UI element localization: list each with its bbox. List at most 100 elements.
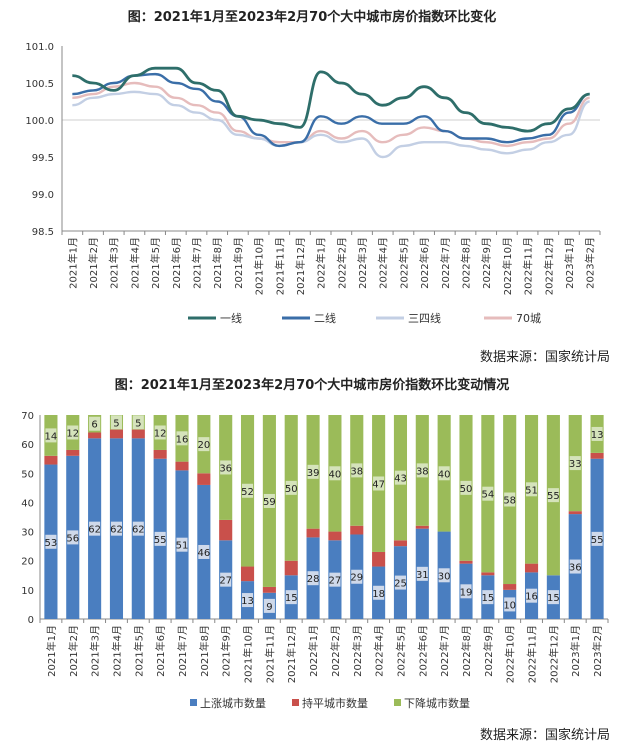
y-tick-label: 100.0 [25, 116, 54, 127]
data-label-bg [482, 486, 494, 501]
y-tick-label: 10 [21, 586, 34, 597]
data-label: 51 [525, 485, 538, 496]
bar-segment-持平城市数量 [109, 429, 124, 439]
x-tick-label: 2021年12月 [294, 237, 307, 295]
x-tick-label: 2021年9月 [232, 237, 245, 289]
data-label-bg [67, 425, 79, 440]
data-label: 13 [241, 596, 254, 607]
data-label-bg [241, 483, 254, 498]
data-label-bg [460, 584, 472, 599]
data-label: 12 [66, 428, 79, 439]
data-label-bg [394, 575, 407, 590]
x-tick-label: 2023年1月 [563, 237, 576, 289]
legend-label: 下降城市数量 [404, 696, 470, 710]
data-label-bg [547, 590, 559, 605]
data-label: 62 [132, 525, 145, 536]
data-label: 50 [285, 484, 298, 495]
x-tick-label: 2021年1月 [66, 237, 79, 289]
x-tick-label: 2021年1月 [45, 625, 58, 677]
x-tick-label: 2021年11月 [273, 237, 286, 295]
data-label: 15 [285, 593, 298, 604]
x-tick-label: 2022年3月 [356, 237, 369, 289]
x-tick-label: 2021年6月 [170, 237, 183, 289]
x-tick-label: 2022年4月 [373, 625, 386, 677]
bar-chart-source: 数据来源：国家统计局 [479, 728, 610, 743]
x-tick-label: 2021年5月 [149, 237, 162, 289]
data-label-bg [67, 530, 79, 545]
x-tick-label: 2022年8月 [460, 625, 473, 677]
data-label: 56 [66, 533, 79, 544]
data-label-bg [569, 456, 581, 471]
data-label: 25 [394, 579, 407, 590]
data-label: 29 [350, 573, 363, 584]
data-label: 50 [460, 484, 473, 495]
data-label: 27 [219, 576, 232, 587]
data-label: 36 [219, 463, 232, 474]
data-label-bg [591, 426, 603, 441]
x-tick-label: 2021年2月 [87, 237, 100, 289]
y-tick-label: 0 [28, 615, 34, 626]
data-label: 18 [372, 589, 385, 600]
x-tick-label: 2021年4月 [110, 625, 123, 677]
x-tick-label: 2022年8月 [460, 237, 473, 289]
series-line-三四线 [72, 90, 591, 159]
data-label-bg [110, 521, 123, 536]
y-tick-label: 20 [21, 557, 34, 568]
bar-segment-持平城市数量 [568, 511, 582, 515]
legend-swatch [292, 699, 299, 706]
data-label-bg [176, 431, 188, 446]
data-label: 54 [481, 490, 494, 501]
data-label-bg [394, 470, 407, 485]
bar-segment-持平城市数量 [306, 528, 320, 538]
data-label: 14 [45, 431, 58, 442]
y-tick-label: 50 [21, 469, 34, 480]
x-tick-label: 2022年6月 [416, 625, 429, 677]
x-tick-label: 2022年2月 [329, 625, 342, 677]
x-tick-label: 2021年10月 [253, 237, 266, 295]
data-label-bg [438, 568, 450, 583]
y-tick-label: 60 [21, 440, 34, 451]
series-line-70城 [72, 81, 590, 148]
data-label: 16 [525, 592, 538, 603]
x-tick-label: 2021年9月 [220, 625, 233, 677]
legend-label: 上涨城市数量 [200, 696, 266, 710]
data-label: 40 [438, 469, 451, 480]
data-label-bg [285, 590, 297, 605]
bar-segment-持平城市数量 [66, 449, 80, 456]
data-label: 52 [241, 487, 254, 498]
x-tick-label: 2022年5月 [394, 625, 407, 677]
data-label: 33 [569, 459, 582, 470]
data-label-bg [329, 572, 341, 587]
data-label: 19 [460, 587, 473, 598]
bar-segment-持平城市数量 [503, 584, 517, 590]
bar-segment-持平城市数量 [393, 540, 408, 547]
data-label: 10 [503, 600, 516, 611]
data-label-bg [198, 437, 210, 452]
x-tick-label: 2022年2月 [335, 237, 348, 289]
data-label: 16 [176, 434, 189, 445]
data-label-bg [45, 428, 57, 443]
legend-label: 持平城市数量 [302, 696, 368, 710]
data-label-bg [416, 463, 428, 478]
x-tick-label: 2022年7月 [439, 237, 452, 289]
data-label: 47 [372, 479, 385, 490]
data-label-bg [45, 534, 57, 549]
data-label: 15 [481, 593, 494, 604]
y-tick-label: 70 [21, 411, 34, 422]
line-chart-source: 数据来源：国家统计局 [479, 350, 610, 365]
data-label-bg [460, 480, 472, 495]
data-label-bg [89, 521, 101, 536]
data-label-bg [154, 425, 166, 440]
legend-label: 一线 [220, 311, 242, 325]
data-label-bg [504, 597, 516, 612]
x-tick-label: 2023年1月 [569, 625, 582, 677]
data-label: 51 [176, 541, 189, 552]
data-label-bg [373, 585, 385, 600]
data-label-bg [132, 415, 144, 430]
data-label: 40 [329, 469, 342, 480]
x-tick-label: 2021年8月 [211, 237, 224, 289]
data-label: 27 [329, 576, 342, 587]
bar-segment-持平城市数量 [153, 449, 167, 459]
bar-segment-持平城市数量 [240, 566, 255, 582]
x-tick-label: 2021年6月 [154, 625, 167, 677]
